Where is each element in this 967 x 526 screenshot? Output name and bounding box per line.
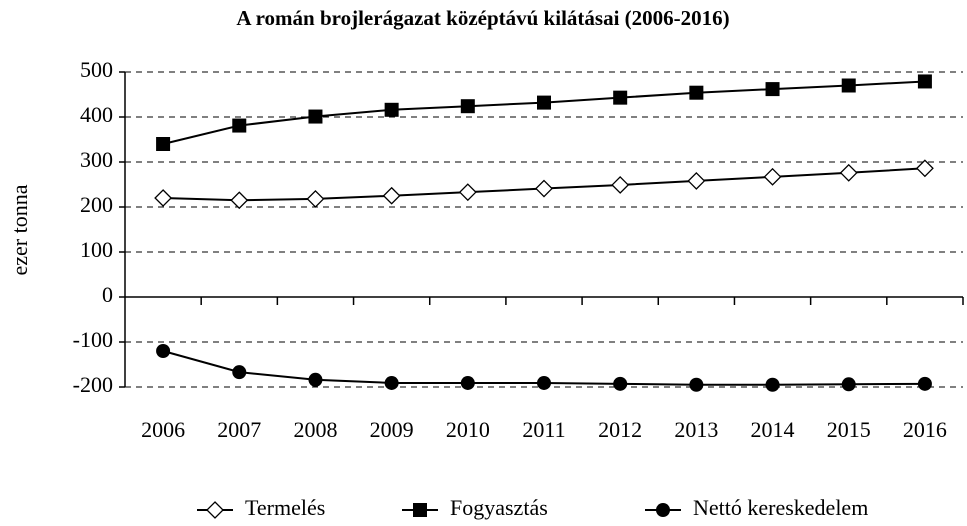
- x-tick-label: 2013: [674, 417, 718, 442]
- data-point: [763, 167, 782, 186]
- data-point: [460, 375, 475, 390]
- data-point: [687, 171, 706, 190]
- data-point: [458, 183, 477, 202]
- legend-label: Termelés: [245, 495, 325, 520]
- data-point: [232, 118, 247, 133]
- data-point: [230, 191, 249, 210]
- data-point: [382, 186, 401, 205]
- x-tick-label: 2016: [903, 417, 947, 442]
- legend-label: Fogyasztás: [450, 495, 548, 520]
- y-tick-label: 200: [80, 192, 113, 217]
- data-point: [839, 163, 858, 182]
- data-point: [689, 377, 704, 392]
- legend-marker: [206, 501, 224, 519]
- x-tick-label: 2010: [446, 417, 490, 442]
- data-point: [154, 189, 173, 207]
- y-tick-label: 400: [80, 102, 113, 127]
- y-tick-label: 500: [80, 57, 113, 82]
- y-tick-label: -200: [73, 372, 113, 397]
- y-tick-label: 0: [102, 282, 113, 307]
- legend-marker: [413, 503, 427, 517]
- data-point: [613, 376, 628, 391]
- data-point: [537, 95, 551, 110]
- data-point: [915, 159, 934, 178]
- data-point: [156, 137, 171, 151]
- data-point: [917, 74, 932, 89]
- data-point: [156, 344, 171, 358]
- y-tick-label: -100: [73, 327, 113, 352]
- data-point: [308, 109, 323, 124]
- y-axis-label: ezer tonna: [7, 184, 32, 275]
- x-tick-label: 2007: [217, 417, 261, 442]
- x-tick-label: 2012: [598, 417, 642, 442]
- data-point: [917, 376, 932, 391]
- data-point: [232, 365, 247, 380]
- chart-title: A román brojlerágazat középtávú kilátása…: [236, 6, 729, 30]
- data-point: [613, 90, 628, 105]
- data-point: [535, 179, 553, 198]
- data-point: [384, 102, 399, 117]
- data-point: [537, 375, 551, 390]
- x-tick-label: 2011: [522, 417, 565, 442]
- x-tick-label: 2015: [827, 417, 871, 442]
- data-point: [841, 78, 856, 93]
- y-tick-label: 100: [80, 237, 113, 262]
- data-point: [611, 176, 630, 194]
- x-tick-label: 2009: [370, 417, 414, 442]
- x-tick-label: 2006: [141, 417, 185, 442]
- data-point: [765, 377, 780, 392]
- data-point: [841, 377, 856, 392]
- x-tick-label: 2008: [293, 417, 337, 442]
- data-point: [689, 85, 704, 100]
- data-point: [308, 372, 323, 387]
- data-point: [765, 82, 780, 97]
- legend-label: Nettó kereskedelem: [693, 495, 868, 520]
- y-tick-label: 300: [80, 147, 113, 172]
- data-point: [460, 99, 475, 114]
- series-line: [162, 80, 925, 145]
- data-point: [384, 375, 399, 390]
- legend-marker: [656, 503, 670, 517]
- x-tick-label: 2014: [751, 417, 795, 442]
- data-point: [306, 189, 325, 208]
